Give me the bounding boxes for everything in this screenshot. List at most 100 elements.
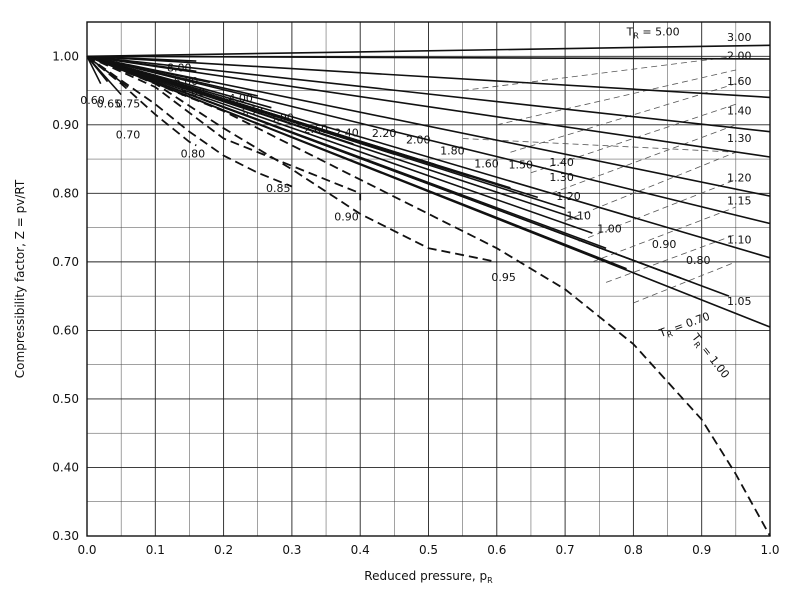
y-tick-label: 0.60 <box>52 323 79 337</box>
x-tick-label: 0.1 <box>146 543 165 557</box>
series-line-tr-6-00 <box>86 55 197 73</box>
series-label-tr-2-40: 2.40 <box>334 126 359 139</box>
series-label-tr-1-80: 1.80 <box>440 144 465 157</box>
series-line-tr-0-60 <box>86 55 102 85</box>
series-label-tr-1-30: 1.30 <box>727 132 752 145</box>
annotation-tr-low: TR = 1.00 <box>687 330 732 382</box>
series-label-tr-2-00: 2.00 <box>727 50 752 63</box>
series-line-tr-8-00 <box>86 55 197 62</box>
series-line-tr-1-00 <box>86 55 627 270</box>
x-tick-label: 1.0 <box>760 543 779 557</box>
guide-line <box>633 261 736 304</box>
series-label-tr-5-00: 5.00 <box>181 86 206 99</box>
guide-line <box>592 206 736 263</box>
series-line-tr-0-65 <box>86 55 109 83</box>
y-tick-label: 1.00 <box>52 49 79 63</box>
series-label-tr-0-90: 0.90 <box>652 238 677 251</box>
series-line-tr-1-15 <box>86 55 771 225</box>
series-label-tr-4-00: 4.00 <box>228 92 253 105</box>
series-label-tr-0-85: 0.85 <box>266 182 291 195</box>
x-tick-label: 0.3 <box>282 543 301 557</box>
series-line-tr-0-95 <box>86 55 497 263</box>
series-label-tr-1-60: 1.60 <box>727 75 752 88</box>
x-tick-label: 0.8 <box>624 543 643 557</box>
x-tick-label: 0.6 <box>487 543 506 557</box>
guide-line <box>496 69 736 126</box>
series-label-tr-1-10: 1.10 <box>727 233 752 246</box>
guide-line <box>578 179 736 242</box>
series-line-tr-0-80 <box>86 55 197 147</box>
y-tick-label: 0.90 <box>52 118 79 132</box>
series-line-tr-1-30 <box>86 55 771 158</box>
series-label-tr-1-40: 1.40 <box>727 105 752 118</box>
series-line-tr-1-60 <box>86 55 771 99</box>
series-line-tr-4-00 <box>86 55 258 97</box>
series-label-tr-0-95: 0.95 <box>491 271 516 284</box>
x-tick-labels: 0.0 0.1 0.2 0.3 0.4 0.5 0.6 0.7 0.8 0.9 1.0 <box>77 543 779 557</box>
series-label-tr-2-60: 2.60 <box>304 123 329 136</box>
annotation-tr-mid-t: T <box>656 325 668 340</box>
series-label-tr-6-00: 6.00 <box>174 75 199 88</box>
grid <box>86 21 771 537</box>
dashed-guide-lines <box>462 55 736 304</box>
guide-line <box>605 234 736 283</box>
series-label-tr-0-80: 0.80 <box>686 254 711 267</box>
series-label-tr-1-20: 1.20 <box>727 172 752 185</box>
annotation-tr-mid-value: = 0.70 <box>669 310 712 336</box>
series-line-tr-3-00 <box>86 44 771 58</box>
x-tick-label: 0.0 <box>77 543 96 557</box>
annotation-tr-mid: TR = 0.70 <box>656 310 712 343</box>
annotation-tr-mid-sub: R <box>666 329 675 340</box>
series-label-tr-1-00: 1.00 <box>597 222 622 235</box>
series-line-tr-1-00 <box>86 55 771 537</box>
series-line-tr-3-50 <box>86 55 272 109</box>
series-line-tr-1-40 <box>86 55 566 210</box>
series-label-tr-3-50: 3.50 <box>239 105 264 118</box>
series-line-tr-1-20 <box>86 55 593 234</box>
series-line-tr-1-10 <box>86 55 771 259</box>
x-axis-title-sub: R <box>487 576 493 585</box>
annotation-tr-main-t: T <box>626 26 634 39</box>
x-tick-label: 0.7 <box>556 543 575 557</box>
series-label-tr-1-05: 1.05 <box>727 295 752 308</box>
guide-line <box>530 103 736 174</box>
series-line-tr-2-00 <box>86 55 771 60</box>
x-tick-label: 0.9 <box>692 543 711 557</box>
series-label-tr-0-65: 0.65 <box>97 98 122 111</box>
series-label-tr-1-40: 1.40 <box>549 156 574 169</box>
series-label-tr-2-00: 2.00 <box>406 133 431 146</box>
y-tick-label: 0.40 <box>52 460 79 474</box>
series-label-tr-3-00: 3.00 <box>269 111 294 124</box>
x-axis-title-text: Reduced pressure, p <box>364 569 487 583</box>
guide-line <box>462 55 736 91</box>
y-tick-label: 0.70 <box>52 255 79 269</box>
annotation-tr-main: TR = 5.00 <box>626 26 680 41</box>
x-tick-label: 0.5 <box>419 543 438 557</box>
series-label-tr-0-60: 0.60 <box>80 94 105 107</box>
series-label-tr-1-30: 1.30 <box>549 171 574 184</box>
series-line-tr-0-80 <box>86 55 730 297</box>
series-line-tr-0-85 <box>86 55 293 188</box>
y-tick-labels: 0.30 0.40 0.50 0.60 0.70 0.80 0.90 1.00 <box>52 49 79 543</box>
series-line-tr-1-30 <box>86 55 580 221</box>
series-label-tr-0-70: 0.70 <box>116 129 141 142</box>
series-label-tr-1-60: 1.60 <box>474 157 499 170</box>
plot-frame <box>86 21 771 537</box>
series-line-tr-0-75 <box>86 55 129 88</box>
guide-line <box>462 138 736 153</box>
annotation-tr-main-value: = 5.00 <box>639 26 680 39</box>
series-label-tr-1-10: 1.10 <box>567 209 592 222</box>
series-label-tr-0-75: 0.75 <box>116 98 141 111</box>
series-label-tr-8-00: 8.00 <box>167 61 192 74</box>
series-lines <box>86 44 771 537</box>
series-label-tr-0-90: 0.90 <box>334 211 359 224</box>
series-label-tr-1-15: 1.15 <box>727 194 752 207</box>
series-line-tr-0-90 <box>86 55 362 201</box>
x-axis-title: Reduced pressure, pR <box>364 569 493 585</box>
series-label-tr-3-00: 3.00 <box>727 31 752 44</box>
x-tick-label: 0.4 <box>351 543 370 557</box>
annotation-tr-low-sub: R <box>692 340 703 350</box>
x-tick-label: 0.2 <box>214 543 233 557</box>
series-label-tr-2-20: 2.20 <box>372 127 397 140</box>
